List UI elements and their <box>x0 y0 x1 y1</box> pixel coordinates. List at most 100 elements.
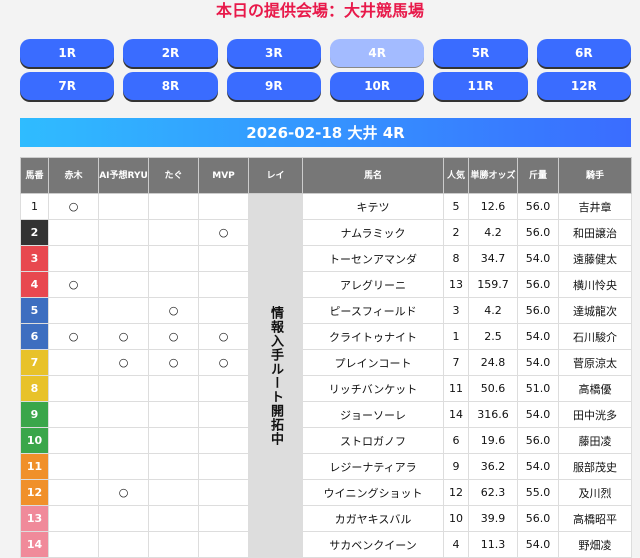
jockey: 和田譲治 <box>558 219 632 246</box>
tagu-mark: ○ <box>148 297 199 324</box>
race-button-6R[interactable]: 6R <box>536 39 631 67</box>
popularity: 1 <box>443 323 469 350</box>
ai-ryu-mark <box>98 453 149 480</box>
weight: 55.0 <box>517 479 559 506</box>
horse-name: ピースフィールド <box>302 297 444 324</box>
race-button-7R[interactable]: 7R <box>20 72 115 100</box>
win-odds: 159.7 <box>468 271 518 298</box>
win-odds: 62.3 <box>468 479 518 506</box>
horse-number: 7 <box>20 349 49 376</box>
horse-name: ストロガノフ <box>302 427 444 454</box>
ai-ryu-mark: ○ <box>98 349 149 376</box>
weight: 54.0 <box>517 453 559 480</box>
mvp-mark <box>198 193 249 220</box>
horse-name: レジーナティアラ <box>302 453 444 480</box>
win-odds: 34.7 <box>468 245 518 272</box>
race-button-12R[interactable]: 12R <box>536 72 631 100</box>
rei-column: 情報入手ルート開拓中 <box>248 193 303 558</box>
ai-ryu-mark <box>98 401 149 428</box>
popularity: 10 <box>443 505 469 532</box>
race-button-8R[interactable]: 8R <box>123 72 218 100</box>
akagi-mark <box>48 297 99 324</box>
akagi-mark <box>48 401 99 428</box>
jockey: 横川怜央 <box>558 271 632 298</box>
weight: 56.0 <box>517 271 559 298</box>
race-button-9R[interactable]: 9R <box>226 72 321 100</box>
race-selector: 1R 2R 3R 4R 5R 6R 7R 8R 9R 10R 11R 12R <box>20 39 631 100</box>
popularity: 5 <box>443 193 469 220</box>
weight: 51.0 <box>517 375 559 402</box>
akagi-mark: ○ <box>48 323 99 350</box>
weight: 54.0 <box>517 401 559 428</box>
tagu-mark <box>148 219 199 246</box>
mvp-mark <box>198 453 249 480</box>
header-tagu: たぐ <box>148 157 199 194</box>
header-mvp: MVP <box>198 157 249 194</box>
horse-number: 13 <box>20 505 49 532</box>
race-button-5R[interactable]: 5R <box>433 39 528 67</box>
horse-name: サカベンクイーン <box>302 531 444 558</box>
horse-name: トーセンアマンダ <box>302 245 444 272</box>
horse-number: 11 <box>20 453 49 480</box>
race-button-11R[interactable]: 11R <box>433 72 528 100</box>
race-button-3R[interactable]: 3R <box>226 39 321 67</box>
tagu-mark: ○ <box>148 323 199 350</box>
table-row: 10 ストロガノフ 6 19.6 56.0 藤田凌 <box>20 427 632 454</box>
header-popularity: 人気 <box>443 157 469 194</box>
ai-ryu-mark: ○ <box>98 479 149 506</box>
jockey: 菅原涼太 <box>558 349 632 376</box>
mvp-mark <box>198 375 249 402</box>
horse-number: 12 <box>20 479 49 506</box>
akagi-mark <box>48 479 99 506</box>
win-odds: 39.9 <box>468 505 518 532</box>
horse-name: プレインコート <box>302 349 444 376</box>
jockey: 及川烈 <box>558 479 632 506</box>
tagu-mark <box>148 375 199 402</box>
tagu-mark <box>148 401 199 428</box>
table-row: 14 サカベンクイーン 4 11.3 54.0 野畑凌 <box>20 531 632 558</box>
ai-ryu-mark <box>98 193 149 220</box>
jockey: 達城龍次 <box>558 297 632 324</box>
table-row: 3 トーセンアマンダ 8 34.7 54.0 遠藤健太 <box>20 245 632 272</box>
horse-number: 10 <box>20 427 49 454</box>
table-row: 13 カガヤキスバル 10 39.9 56.0 高橋昭平 <box>20 505 632 532</box>
horse-name: カガヤキスバル <box>302 505 444 532</box>
ai-ryu-mark <box>98 297 149 324</box>
horse-number: 2 <box>20 219 49 246</box>
race-button-2R[interactable]: 2R <box>123 39 218 67</box>
ai-ryu-mark: ○ <box>98 323 149 350</box>
tagu-mark <box>148 453 199 480</box>
popularity: 6 <box>443 427 469 454</box>
mvp-mark <box>198 297 249 324</box>
win-odds: 36.2 <box>468 453 518 480</box>
race-button-10R[interactable]: 10R <box>330 72 425 100</box>
ai-ryu-mark <box>98 245 149 272</box>
rei-status-text: 情報入手ルート開拓中 <box>268 305 283 446</box>
akagi-mark: ○ <box>48 271 99 298</box>
horse-name: クライトゥナイト <box>302 323 444 350</box>
ai-ryu-mark <box>98 505 149 532</box>
tagu-mark <box>148 505 199 532</box>
table-row: 4 ○ アレグリーニ 13 159.7 56.0 横川怜央 <box>20 271 632 298</box>
table-row: 6 ○ ○ ○ ○ クライトゥナイト 1 2.5 54.0 石川駿介 <box>20 323 632 350</box>
race-button-1R[interactable]: 1R <box>20 39 115 67</box>
win-odds: 2.5 <box>468 323 518 350</box>
popularity: 2 <box>443 219 469 246</box>
header-weight: 斤量 <box>517 157 559 194</box>
table-row: 8 リッチバンケット 11 50.6 51.0 高橋優 <box>20 375 632 402</box>
race-button-4R[interactable]: 4R <box>330 39 425 67</box>
win-odds: 50.6 <box>468 375 518 402</box>
ai-ryu-mark <box>98 427 149 454</box>
horse-name: ウイニングショット <box>302 479 444 506</box>
weight: 56.0 <box>517 219 559 246</box>
horse-number: 1 <box>20 193 49 220</box>
weight: 54.0 <box>517 323 559 350</box>
horse-number: 6 <box>20 323 49 350</box>
akagi-mark <box>48 453 99 480</box>
win-odds: 4.2 <box>468 219 518 246</box>
horse-number: 3 <box>20 245 49 272</box>
prediction-table: 馬番 赤木 AI予想RYU たぐ MVP レイ 馬名 人気 単勝オッズ 斤量 騎手 1 ○ 情報入手ルー… <box>20 157 632 558</box>
mvp-mark <box>198 505 249 532</box>
popularity: 11 <box>443 375 469 402</box>
win-odds: 19.6 <box>468 427 518 454</box>
